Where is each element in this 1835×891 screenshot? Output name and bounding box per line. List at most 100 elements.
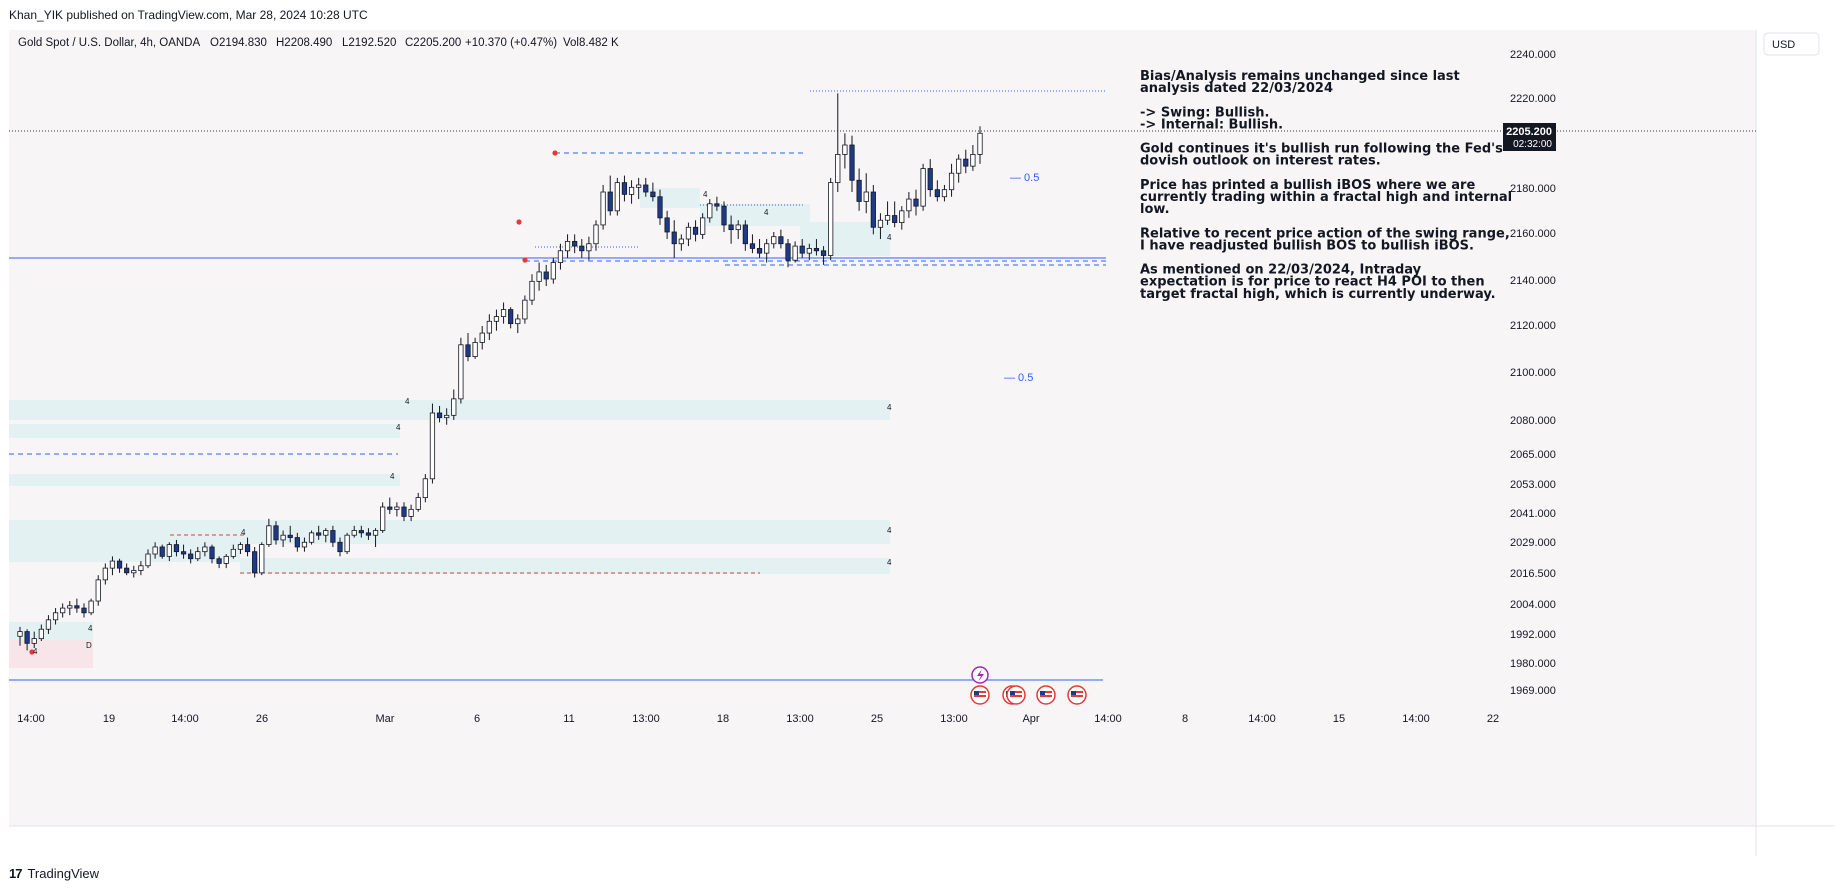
- time-tick: 26: [256, 713, 268, 725]
- fib-half-label: — 0.5: [1004, 372, 1033, 384]
- ohlc-high: H2208.490: [276, 37, 332, 49]
- ohlc-open: O2194.830: [210, 37, 267, 49]
- candle-body: [422, 478, 428, 499]
- candle-body: [351, 530, 357, 536]
- candle-body: [707, 203, 713, 219]
- candle-body: [692, 226, 699, 235]
- candle-body: [380, 506, 386, 531]
- candle-body: [899, 210, 905, 223]
- candle-body: [735, 224, 741, 231]
- candle-body: [678, 238, 684, 245]
- tradingview-logo[interactable]: 17 TradingView: [9, 866, 99, 881]
- candle-body: [870, 191, 876, 228]
- candle-body: [842, 144, 848, 155]
- candle-body: [700, 217, 706, 235]
- candle-body: [906, 198, 912, 212]
- note-line: Gold continues it's bullish run followin…: [1140, 142, 1503, 157]
- tradingview-mark-icon: 17: [9, 866, 23, 881]
- candle-body: [849, 144, 855, 181]
- analysis-notes: Bias/Analysis remains unchanged since la…: [1140, 69, 1512, 302]
- us-flag-stripe: [1040, 691, 1052, 693]
- candle-body: [266, 525, 272, 546]
- us-flag-stripe: [1010, 695, 1022, 697]
- zone-timeframe-label: 4: [887, 558, 892, 567]
- time-tick: 22: [1487, 713, 1499, 725]
- price-tick: 2080.000: [1510, 415, 1556, 427]
- candle-body: [927, 168, 933, 191]
- time-tick: Mar: [376, 713, 395, 725]
- candle-body: [948, 172, 955, 191]
- us-flag-stripe: [974, 695, 986, 697]
- note-line: As mentioned on 22/03/2024, Intraday: [1140, 263, 1422, 278]
- candle-body: [863, 191, 869, 202]
- price-tick: 1969.000: [1510, 685, 1556, 697]
- candle-body: [230, 548, 236, 557]
- note-line: target fractal high, which is currently …: [1140, 287, 1496, 302]
- candle-body: [458, 344, 464, 400]
- candle-body: [60, 607, 66, 614]
- zone-timeframe-label: 4: [764, 208, 769, 217]
- candle-body: [934, 189, 940, 198]
- price-axis-area: [1756, 30, 1835, 826]
- candle-body: [116, 560, 123, 569]
- candle-body: [401, 506, 407, 517]
- candle-body: [308, 532, 315, 543]
- candle-body: [131, 570, 137, 574]
- candle-body: [415, 497, 421, 510]
- zone-timeframe-label: 4: [405, 397, 410, 406]
- swing-point: [29, 649, 35, 655]
- us-flag-stripe: [1040, 695, 1052, 697]
- zone-timeframe-label: 4: [887, 403, 892, 412]
- candle-body: [643, 184, 649, 193]
- candle-body: [799, 245, 805, 254]
- time-tick: 25: [871, 713, 883, 725]
- candle-body: [508, 309, 514, 325]
- price-tick: 2053.000: [1510, 479, 1556, 491]
- economic-events[interactable]: [970, 666, 1087, 705]
- zone-timeframe-label: 4: [241, 528, 246, 537]
- candle-body: [394, 506, 400, 510]
- time-axis-area: [9, 826, 1835, 856]
- time-tick: 14:00: [171, 713, 199, 725]
- candle-body: [173, 544, 180, 553]
- price-tick: 2140.000: [1510, 275, 1556, 287]
- candle-body: [572, 240, 578, 247]
- time-tick: 8: [1182, 713, 1188, 725]
- price-tick: 2100.000: [1510, 367, 1556, 379]
- time-tick: 13:00: [940, 713, 968, 725]
- note-line: currently trading within a fractal high …: [1140, 190, 1512, 205]
- time-tick: 13:00: [786, 713, 814, 725]
- candle-body: [650, 191, 656, 198]
- candle-body: [138, 565, 144, 571]
- candle-body: [444, 414, 450, 419]
- candle-body: [88, 600, 94, 614]
- candle-body: [685, 226, 692, 240]
- candle-body: [771, 236, 777, 245]
- zone-timeframe-label: 4: [88, 624, 93, 633]
- candle-body: [792, 245, 798, 261]
- candle-body: [102, 567, 108, 581]
- us-flag-stripe: [1071, 691, 1083, 693]
- volume: Vol8.482 K: [563, 37, 619, 49]
- candle-body: [636, 184, 642, 188]
- price-axis[interactable]: 2240.000 2220.000 2180.000 2160.000 2140.000…: [1503, 49, 1556, 697]
- candle-body: [109, 560, 116, 569]
- poi-zone: [9, 400, 890, 420]
- candle-body: [38, 628, 44, 640]
- swing-point: [522, 257, 528, 263]
- candle-body: [529, 280, 535, 301]
- price-tick: 2029.000: [1510, 537, 1556, 549]
- candle-body: [557, 250, 564, 263]
- currency-button[interactable]: [1763, 32, 1820, 56]
- price-tick: 2016.500: [1510, 568, 1556, 580]
- candle-body: [671, 231, 677, 245]
- candle-body: [515, 318, 521, 325]
- candle-body: [316, 532, 322, 536]
- price-tick: 1980.000: [1510, 658, 1556, 670]
- zone-timeframe-label: 4: [887, 526, 892, 535]
- candle-body: [323, 530, 329, 536]
- us-flag-canton: [1010, 691, 1015, 695]
- candle-body: [74, 605, 80, 609]
- time-axis[interactable]: 14:00 19 14:00 26 Mar 6 11 13:00 18 13:00 25 13:00 A…: [17, 713, 1499, 725]
